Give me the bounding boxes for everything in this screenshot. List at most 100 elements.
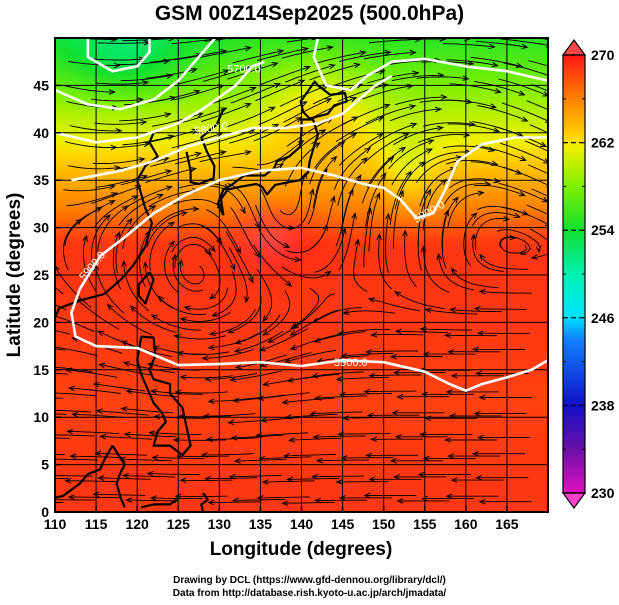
- streamline-arrow: [233, 458, 241, 464]
- streamline: [477, 105, 528, 122]
- streamline: [124, 433, 177, 438]
- streamline-arrow: [219, 150, 227, 156]
- streamline-arrow: [384, 212, 391, 220]
- streamline: [123, 261, 149, 312]
- streamline: [395, 96, 447, 106]
- streamline: [449, 83, 501, 93]
- streamline: [444, 183, 491, 205]
- streamline: [91, 214, 111, 268]
- streamline: [503, 62, 548, 76]
- streamline-arrow: [294, 256, 302, 263]
- streamline-arrow: [120, 340, 128, 346]
- streamline: [180, 375, 233, 379]
- streamline-arrow: [313, 337, 321, 343]
- streamline-arrow: [449, 307, 457, 313]
- streamline-arrow: [503, 215, 511, 222]
- streamline: [499, 236, 531, 255]
- streamline: [500, 38, 548, 46]
- streamline: [442, 197, 459, 253]
- streamline: [284, 64, 335, 83]
- streamline: [172, 254, 204, 292]
- streamline-arrow: [15, 411, 21, 416]
- streamline: [282, 502, 335, 504]
- x-tick-label: 160: [454, 516, 478, 532]
- streamline-arrow: [179, 477, 187, 484]
- streamline: [253, 117, 302, 142]
- wind-streamlines: [15, 38, 548, 506]
- streamline-arrow: [378, 69, 386, 75]
- streamline: [55, 437, 70, 439]
- streamline: [55, 348, 65, 351]
- streamline-arrow: [153, 414, 161, 420]
- streamline-arrow: [283, 357, 292, 364]
- streamline-arrow: [513, 212, 522, 219]
- streamline: [361, 156, 394, 204]
- x-tick-label: 150: [372, 516, 396, 532]
- streamline-arrow: [353, 62, 361, 69]
- streamline-arrow: [338, 495, 346, 501]
- y-tick-label: 15: [33, 362, 49, 378]
- streamline-arrow: [476, 434, 484, 441]
- streamline-arrow: [530, 254, 539, 260]
- streamline-arrow: [92, 381, 100, 388]
- streamline: [199, 151, 251, 163]
- streamline-arrow: [475, 370, 483, 377]
- streamline-arrow: [471, 450, 479, 457]
- streamline-arrow: [125, 497, 133, 503]
- streamline: [339, 51, 391, 62]
- streamline: [91, 185, 141, 204]
- streamline: [496, 126, 547, 147]
- streamline: [313, 435, 366, 438]
- streamline-arrow: [427, 139, 435, 145]
- streamline-arrow: [309, 410, 317, 417]
- streamline-arrow: [108, 89, 116, 95]
- streamline-arrow: [146, 470, 154, 477]
- streamline-arrow: [95, 408, 103, 415]
- streamline-arrow: [16, 476, 22, 481]
- streamline: [201, 103, 251, 123]
- streamline: [96, 81, 148, 85]
- streamline: [368, 193, 380, 252]
- streamline-arrow: [232, 397, 240, 404]
- x-tick-label: 155: [413, 516, 437, 532]
- height-contour: [55, 60, 265, 144]
- streamline: [150, 152, 201, 167]
- streamline: [120, 170, 172, 186]
- colorbar-tick-label: 230: [591, 485, 615, 501]
- streamline-arrow: [254, 250, 261, 259]
- streamline-arrow: [157, 295, 165, 303]
- streamline-arrow: [64, 477, 72, 484]
- streamline-arrow: [267, 337, 275, 343]
- streamline-arrow: [164, 112, 172, 118]
- streamline-arrow: [97, 475, 105, 481]
- streamline: [208, 332, 260, 349]
- streamline: [362, 85, 413, 100]
- streamline: [421, 151, 471, 167]
- streamline-arrow: [244, 45, 252, 52]
- streamline: [419, 167, 457, 207]
- streamline-arrow: [355, 174, 362, 182]
- y-tick-label: 30: [33, 220, 49, 236]
- streamline: [144, 262, 174, 309]
- streamline-arrow: [192, 206, 200, 212]
- streamline: [164, 241, 179, 293]
- streamline-arrow: [140, 119, 148, 126]
- streamline-arrow: [417, 471, 425, 478]
- streamline: [474, 184, 525, 196]
- x-tick-label: 130: [208, 516, 232, 532]
- streamline: [55, 315, 95, 333]
- streamline: [365, 105, 416, 124]
- x-tick-label: 115: [85, 516, 108, 532]
- height-contour: [78, 136, 548, 290]
- streamline: [479, 254, 529, 270]
- streamline-arrow: [521, 43, 529, 50]
- streamline: [364, 390, 417, 393]
- y-axis-title: Latitude (degrees): [4, 193, 25, 358]
- streamline: [212, 271, 237, 317]
- streamline: [55, 458, 98, 461]
- streamline-arrow: [290, 323, 298, 330]
- streamline: [312, 371, 364, 377]
- streamline-arrow: [476, 330, 484, 337]
- streamline-arrow: [286, 476, 294, 483]
- streamline: [123, 186, 172, 210]
